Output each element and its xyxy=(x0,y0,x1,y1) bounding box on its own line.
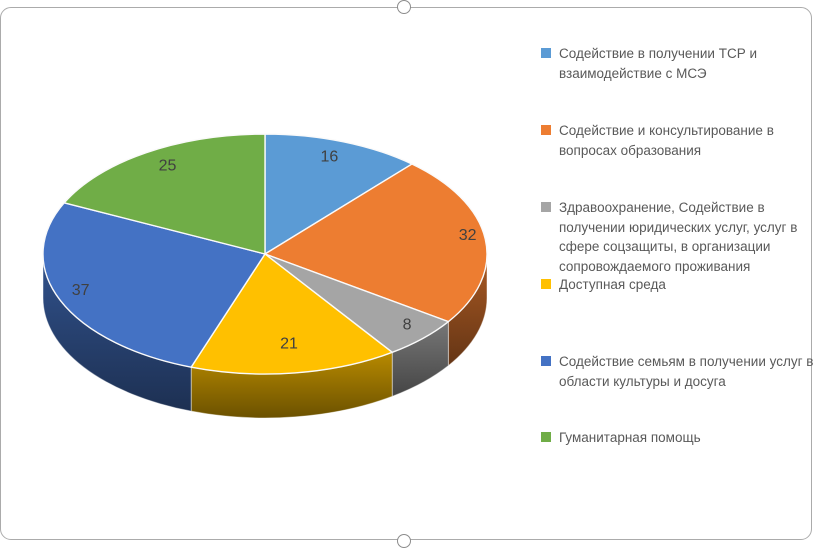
resize-handle-top[interactable] xyxy=(397,0,411,14)
legend-item-humanitarian-aid[interactable]: Гуманитарная помощь xyxy=(541,428,817,448)
data-label-2: 8 xyxy=(403,317,412,334)
data-label-4: 37 xyxy=(72,282,90,299)
legend-marker-icon xyxy=(541,356,551,366)
pie-slice-0[interactable] xyxy=(264,133,413,255)
legend-marker-icon xyxy=(541,432,551,442)
legend-item-label: Доступная среда xyxy=(559,277,666,292)
legend-item-label: Содействие в получении ТСР и взаимодейст… xyxy=(559,46,757,81)
legend-marker-icon xyxy=(541,125,551,135)
data-label-5: 25 xyxy=(159,157,177,174)
legend-item-healthcare[interactable]: Здравоохранение, Содействие в получении … xyxy=(541,198,817,276)
pie-slice-4[interactable] xyxy=(42,202,266,368)
legend-item-label: Гуманитарная помощь xyxy=(559,430,701,445)
legend-item-tsr[interactable]: Содействие в получении ТСР и взаимодейст… xyxy=(541,44,817,83)
legend-item-label: Содействие семьям в получении услуг в об… xyxy=(559,354,814,389)
pie-slice-3[interactable] xyxy=(190,253,393,375)
legend-marker-icon xyxy=(541,202,551,212)
data-label-1: 32 xyxy=(459,227,477,244)
legend-item-culture-leisure[interactable]: Содействие семьям в получении услуг в об… xyxy=(541,352,817,391)
legend-item-education[interactable]: Содействие и консультирование в вопросах… xyxy=(541,121,817,160)
legend-marker-icon xyxy=(541,279,551,289)
data-label-3: 21 xyxy=(280,336,298,353)
pie-slice-5[interactable] xyxy=(63,133,266,255)
pie-slice-1[interactable] xyxy=(264,163,488,323)
legend-marker-icon xyxy=(541,48,551,58)
legend-item-label: Содействие и консультирование в вопросах… xyxy=(559,123,774,158)
legend-item-label: Здравоохранение, Содействие в получении … xyxy=(559,200,798,274)
data-label-0: 16 xyxy=(321,149,339,166)
legend-item-accessible-environment[interactable]: Доступная среда xyxy=(541,275,817,295)
